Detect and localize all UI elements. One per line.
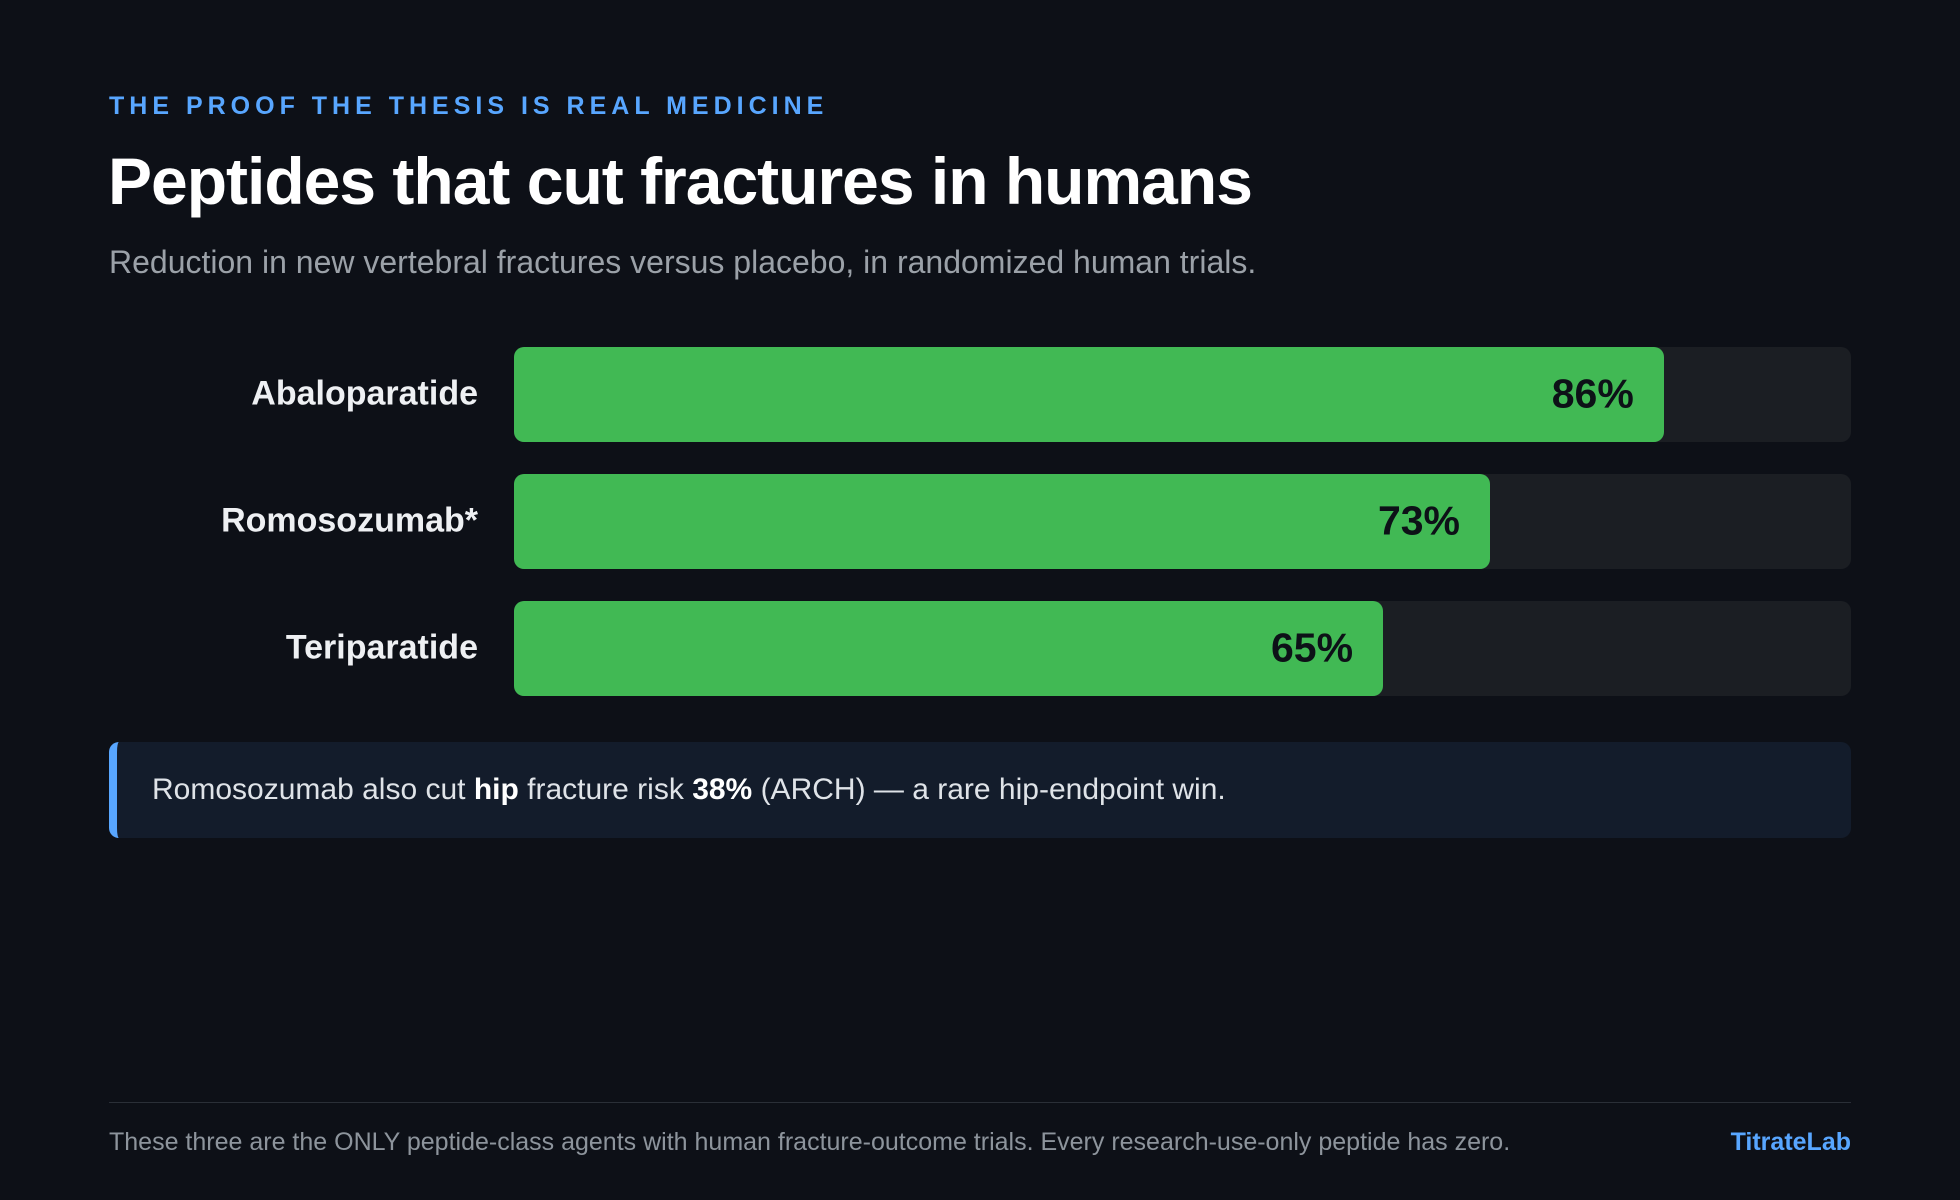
bar: 86% (514, 346, 1664, 442)
footer-text: These three are the ONLY peptide-class a… (109, 1128, 1511, 1156)
value-label: 73% (1377, 497, 1460, 544)
text: Romosozumab also cut (152, 773, 474, 806)
brand[interactable]: TitrateLab (1730, 1128, 1851, 1156)
text: fracture risk (518, 773, 693, 806)
text: (ARCH) — a rare hip-endpoint win. (752, 773, 1226, 806)
chart-title: Peptides that cut fractures in humans (108, 144, 1253, 218)
bar-track: 73% (514, 473, 1851, 569)
category-label: Teriparatide (285, 628, 478, 667)
value-label: 65% (1270, 624, 1354, 671)
emphasis: 38% (692, 773, 753, 806)
eyebrow: THE PROOF THE THESIS IS REAL MEDICINE (109, 92, 829, 120)
divider (109, 1102, 1851, 1103)
chart-subtitle: Reduction in new vertebral fractures ver… (109, 244, 1257, 280)
bar-track: 65% (514, 600, 1851, 696)
category-label: Romosozumab* (221, 501, 478, 540)
value-label: 86% (1551, 370, 1634, 417)
bar: 73% (514, 473, 1490, 569)
bar: 65% (514, 600, 1384, 696)
bar-track: 86% (514, 346, 1851, 442)
callout: Romosozumab also cut hip fracture risk 3… (109, 742, 1851, 838)
category-label: Abaloparatide (251, 374, 478, 413)
emphasis: hip (473, 773, 519, 806)
callout-text: Romosozumab also cut hip fracture risk 3… (152, 773, 1226, 807)
